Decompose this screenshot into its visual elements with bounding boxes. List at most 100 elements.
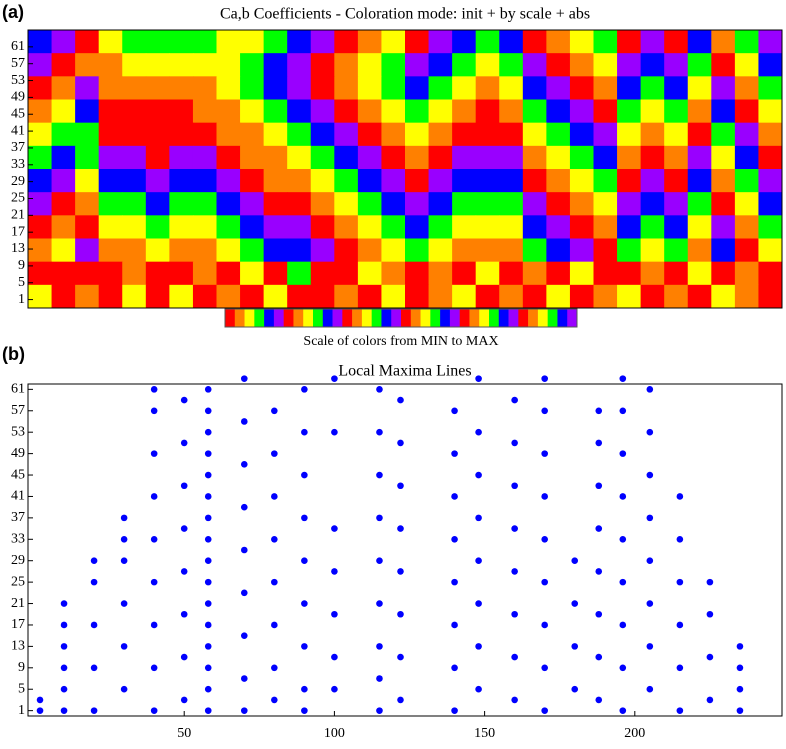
y-tick-label: 33 — [11, 532, 25, 547]
heat-cell — [145, 192, 170, 216]
colorbar-segment — [234, 309, 245, 327]
heat-cell — [98, 215, 123, 239]
heat-cell — [287, 53, 312, 77]
heat-cell — [428, 192, 453, 216]
heat-cell — [169, 53, 194, 77]
heat-cell — [405, 76, 430, 100]
point — [595, 653, 603, 661]
colorbar-segment — [342, 309, 353, 327]
heat-cell — [640, 284, 665, 309]
heat-cell — [122, 169, 147, 193]
heat-cell — [334, 238, 359, 263]
heat-cell — [664, 99, 689, 124]
heat-cell — [499, 53, 524, 77]
heat-cell — [405, 238, 430, 263]
heat-cell — [405, 30, 430, 54]
heat-cell — [145, 261, 170, 286]
point — [541, 621, 548, 629]
heat-cell — [664, 30, 689, 54]
heat-cell — [334, 122, 359, 147]
colorbar-segment — [303, 309, 314, 327]
point — [120, 557, 128, 565]
heat-cell — [687, 192, 712, 216]
heat-cell — [310, 192, 335, 216]
heat-cell — [475, 238, 500, 263]
heat-cell — [240, 215, 265, 239]
heat-cell — [357, 30, 382, 54]
heat-cell — [192, 99, 217, 124]
y-tick-label: 29 — [11, 174, 25, 189]
heat-cell — [122, 30, 147, 54]
heat-cell — [569, 145, 594, 170]
heat-cell — [263, 53, 288, 77]
heat-cell — [75, 76, 100, 100]
colorbar-segment — [528, 309, 539, 327]
y-tick-label: 57 — [11, 56, 25, 71]
heat-cell — [192, 53, 217, 77]
heat-cell — [240, 30, 265, 54]
heat-cell — [145, 122, 170, 147]
heat-cell — [98, 122, 123, 147]
heat-cell — [522, 122, 547, 147]
heat-cell — [51, 238, 76, 263]
heat-cell — [287, 76, 312, 100]
point — [271, 407, 278, 415]
heat-cell — [499, 238, 524, 263]
heat-cell — [617, 53, 642, 77]
heat-cell — [122, 76, 147, 100]
point — [240, 707, 248, 714]
point — [475, 471, 482, 479]
heat-cell — [122, 238, 147, 263]
colorbar-segment — [283, 309, 294, 327]
point — [571, 685, 579, 693]
heat-cell — [287, 192, 312, 216]
heat-cell — [734, 53, 759, 77]
point — [331, 653, 338, 661]
point — [240, 589, 248, 597]
heat-cell — [381, 192, 406, 216]
heat-cell — [263, 192, 288, 216]
heat-cell — [405, 53, 430, 77]
point — [204, 685, 212, 693]
colorbar-segment — [381, 309, 392, 327]
colorbar-segment — [264, 309, 275, 327]
heat-cell — [240, 122, 265, 147]
heat-cell — [522, 169, 547, 193]
heat-cell — [122, 145, 147, 170]
colorbar-segment — [567, 309, 578, 327]
heat-cell — [711, 145, 736, 170]
heat-cell — [240, 192, 265, 216]
x-tick-label: 150 — [474, 726, 495, 741]
point — [120, 643, 128, 650]
point — [331, 685, 338, 693]
heat-cell — [28, 169, 53, 193]
point — [511, 525, 518, 532]
point — [541, 493, 548, 500]
point — [150, 493, 158, 500]
heat-cell — [216, 30, 241, 54]
point — [397, 610, 404, 618]
heat-cell — [381, 76, 406, 100]
heat-cell — [687, 145, 712, 170]
heat-cell — [287, 215, 312, 239]
heat-cell — [263, 99, 288, 124]
point — [120, 514, 128, 522]
heat-cell — [734, 238, 759, 263]
y-tick-label: 9 — [18, 258, 25, 273]
point — [180, 653, 188, 661]
heat-cell — [216, 215, 241, 239]
heat-cell — [452, 30, 477, 54]
y-tick-label: 25 — [11, 191, 25, 206]
heat-cell — [310, 169, 335, 193]
point — [595, 407, 603, 415]
heat-cell — [569, 169, 594, 193]
heat-cell — [664, 169, 689, 193]
heat-cell — [617, 261, 642, 286]
y-tick-label: 45 — [11, 467, 25, 482]
heat-cell — [75, 30, 100, 54]
heat-cell — [357, 215, 382, 239]
point — [541, 407, 548, 415]
y-tick-label: 53 — [11, 424, 25, 439]
heat-cell — [28, 145, 53, 170]
heat-cell — [640, 238, 665, 263]
